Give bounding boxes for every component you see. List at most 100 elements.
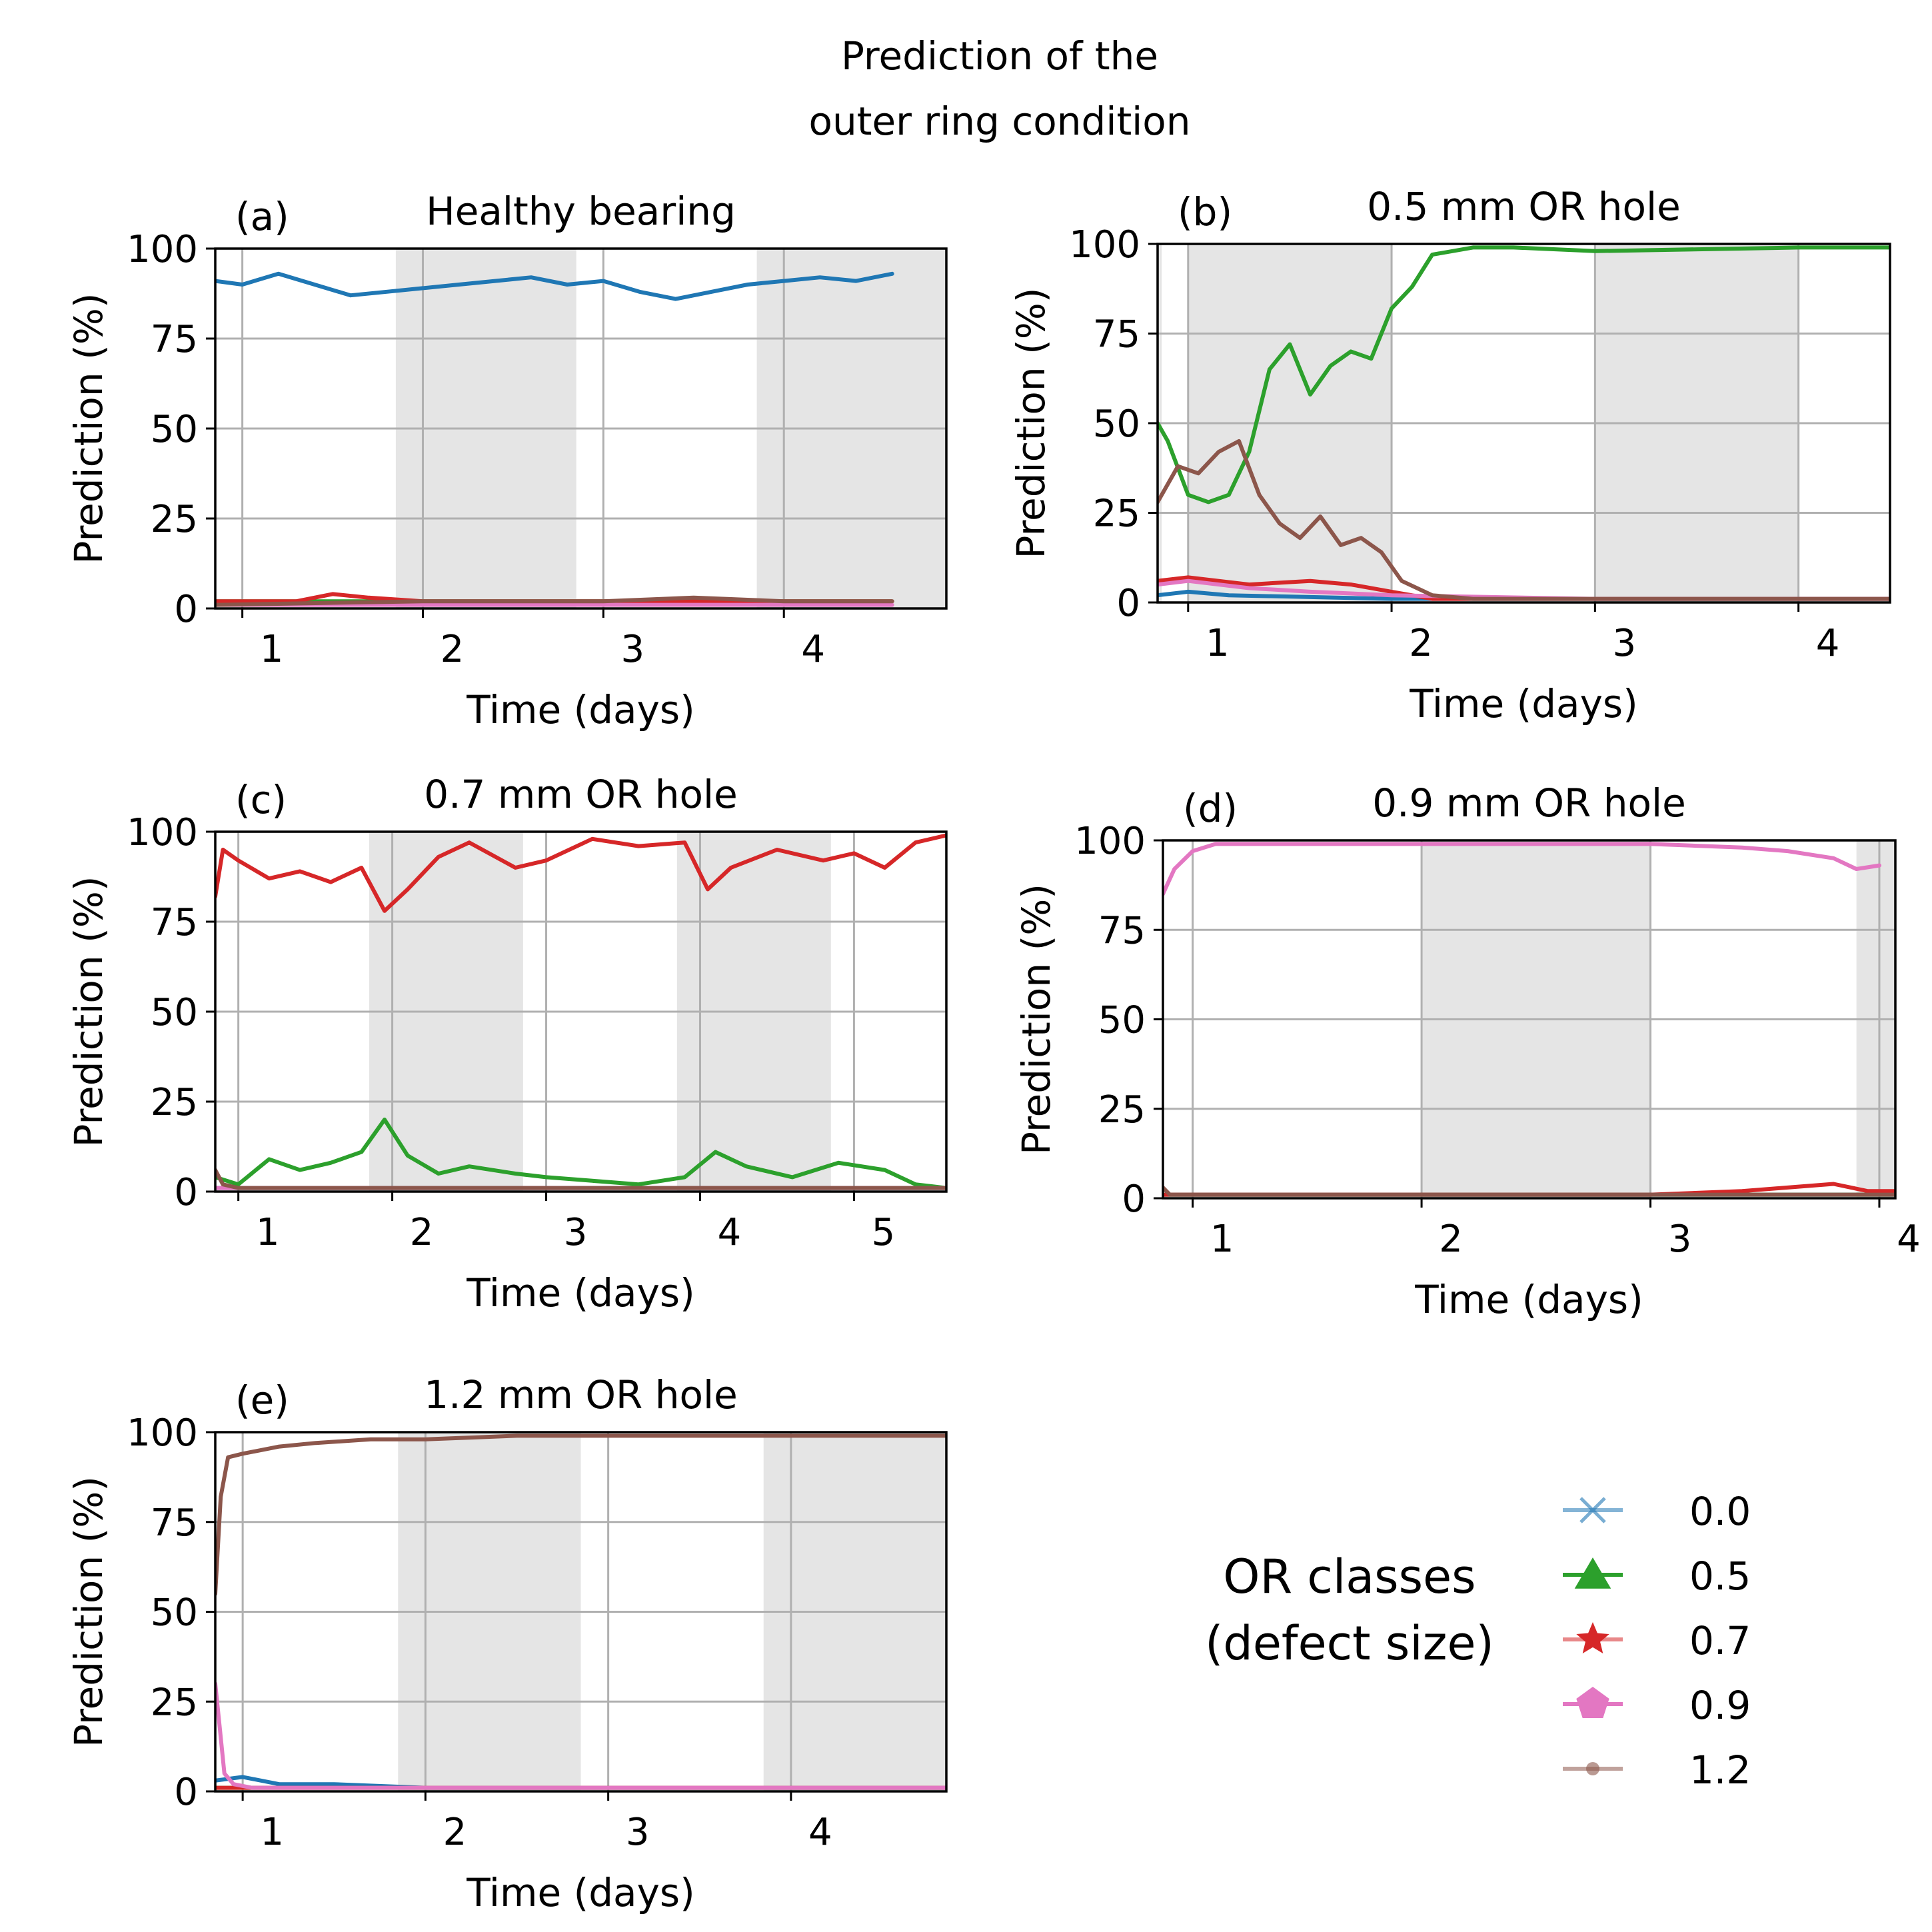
y-tick-label: 0 bbox=[174, 1171, 198, 1214]
series-line-0-0 bbox=[215, 271, 894, 301]
y-axis-label: Prediction (%) bbox=[66, 1476, 111, 1747]
x-icon bbox=[1579, 1497, 1606, 1523]
triangle-icon bbox=[1574, 1557, 1611, 1589]
y-tick-label: 50 bbox=[151, 991, 198, 1034]
x-axis-label: Time (days) bbox=[466, 1270, 695, 1316]
y-axis-label: Prediction (%) bbox=[66, 293, 111, 564]
x-axis-label: Time (days) bbox=[466, 1870, 695, 1915]
panel-title: Healthy bearing bbox=[426, 189, 736, 234]
x-tick-label: 1 bbox=[1210, 1218, 1234, 1261]
y-tick-label: 75 bbox=[151, 1501, 198, 1545]
x-tick-label: 1 bbox=[260, 1811, 284, 1854]
legend-entry-1-2: 1.2 bbox=[1563, 1747, 1751, 1793]
y-tick-label: 25 bbox=[151, 1681, 198, 1724]
y-tick-label: 25 bbox=[1093, 492, 1140, 536]
y-tick-label: 100 bbox=[1074, 820, 1146, 863]
y-tick-label: 100 bbox=[127, 1412, 198, 1455]
y-tick-label: 25 bbox=[1098, 1088, 1146, 1132]
panel-title: 0.7 mm OR hole bbox=[424, 772, 738, 817]
x-tick-label: 1 bbox=[260, 628, 284, 671]
star-icon bbox=[1576, 1622, 1609, 1653]
series-line-1-2 bbox=[1163, 1185, 1895, 1197]
x-tick-label: 3 bbox=[621, 628, 645, 671]
panel-a: 1 2 3 4 0 25 50 75 100 Time (days) Prediction (%) (… bbox=[66, 189, 948, 732]
panel-letter: (d) bbox=[1183, 786, 1238, 831]
panel-title: 0.9 mm OR hole bbox=[1372, 780, 1686, 826]
y-tick-label: 75 bbox=[151, 318, 198, 361]
y-tick-label: 0 bbox=[1122, 1178, 1146, 1221]
legend-entry-0-5: 0.5 bbox=[1563, 1553, 1751, 1599]
x-tick-label: 1 bbox=[256, 1211, 280, 1254]
panel-letter: (a) bbox=[235, 194, 289, 239]
y-tick-label: 0 bbox=[174, 1771, 198, 1814]
x-tick-label: 2 bbox=[1409, 622, 1433, 665]
y-tick-label: 25 bbox=[151, 498, 198, 541]
panel-e: 1 2 3 4 0 25 50 75 100 Time (days) Prediction (%) (… bbox=[66, 1372, 948, 1915]
y-tick-label: 100 bbox=[127, 811, 198, 854]
x-tick-label: 4 bbox=[718, 1211, 742, 1254]
suptitle-line-1: Prediction of the bbox=[841, 33, 1158, 79]
x-tick-label: 3 bbox=[564, 1211, 588, 1254]
series-line-0-5 bbox=[1158, 245, 1890, 504]
x-tick-label: 4 bbox=[1816, 622, 1840, 665]
x-axis-label: Time (days) bbox=[1414, 1277, 1643, 1322]
series-line-0-9 bbox=[1163, 842, 1881, 896]
y-tick-label: 25 bbox=[151, 1081, 198, 1124]
y-tick-label: 75 bbox=[1098, 909, 1146, 952]
x-tick-label: 2 bbox=[1439, 1218, 1463, 1261]
x-tick-label: 2 bbox=[441, 628, 465, 671]
legend-label: 0.5 bbox=[1689, 1553, 1751, 1599]
y-tick-label: 100 bbox=[127, 228, 198, 271]
panel-letter: (e) bbox=[235, 1378, 289, 1423]
legend-label: 0.0 bbox=[1689, 1489, 1751, 1534]
series-line-0-9 bbox=[215, 1681, 946, 1790]
legend: OR classes (defect size) 0.0 0.5 0.7 0.9 1.2 bbox=[1205, 1489, 1751, 1793]
x-tick-label: 4 bbox=[801, 628, 825, 671]
x-tick-label: 2 bbox=[410, 1211, 434, 1254]
series-line-1-2 bbox=[1158, 439, 1890, 601]
figure-suptitle: Prediction of the outer ring condition bbox=[808, 33, 1190, 144]
legend-entry-0-0: 0.0 bbox=[1563, 1489, 1751, 1534]
legend-label: 0.9 bbox=[1689, 1683, 1751, 1728]
series-line-0-7 bbox=[215, 833, 946, 913]
legend-title-line-1: OR classes bbox=[1223, 1549, 1475, 1604]
panel-d: 1 2 3 4 0 25 50 75 100 Time (days) Prediction (%) (… bbox=[1014, 780, 1921, 1322]
pentagon-icon bbox=[1576, 1687, 1609, 1718]
x-tick-label: 1 bbox=[1206, 622, 1230, 665]
y-tick-label: 0 bbox=[1116, 582, 1140, 625]
series-line-1-2 bbox=[215, 595, 894, 607]
y-tick-label: 75 bbox=[151, 901, 198, 944]
series-line-1-2 bbox=[215, 1168, 946, 1190]
y-tick-label: 0 bbox=[174, 588, 198, 631]
y-axis-label: Prediction (%) bbox=[1014, 884, 1059, 1155]
y-tick-label: 100 bbox=[1069, 223, 1140, 267]
panel-letter: (c) bbox=[235, 777, 287, 822]
y-tick-label: 50 bbox=[1093, 403, 1140, 446]
y-tick-label: 50 bbox=[1098, 999, 1146, 1042]
y-tick-label: 50 bbox=[151, 408, 198, 451]
panel-letter: (b) bbox=[1178, 189, 1232, 235]
suptitle-line-2: outer ring condition bbox=[808, 99, 1190, 144]
x-axis-label: Time (days) bbox=[1409, 681, 1638, 726]
y-tick-label: 50 bbox=[151, 1591, 198, 1635]
x-tick-label: 4 bbox=[808, 1811, 832, 1854]
x-tick-label: 5 bbox=[872, 1211, 896, 1254]
series-line-0-5 bbox=[215, 1118, 946, 1190]
x-tick-label: 3 bbox=[626, 1811, 650, 1854]
x-tick-label: 3 bbox=[1668, 1218, 1692, 1261]
panel-title: 1.2 mm OR hole bbox=[424, 1372, 738, 1418]
dot-icon bbox=[1586, 1762, 1599, 1775]
panel-b: 1 2 3 4 0 25 50 75 100 Time (days) Prediction (%) (… bbox=[1008, 184, 1891, 726]
x-tick-label: 3 bbox=[1613, 622, 1637, 665]
legend-entry-0-7: 0.7 bbox=[1563, 1618, 1751, 1663]
y-tick-label: 75 bbox=[1093, 313, 1140, 357]
legend-entry-0-9: 0.9 bbox=[1563, 1683, 1751, 1728]
x-axis-label: Time (days) bbox=[466, 687, 695, 732]
series-line-1-2 bbox=[215, 1434, 946, 1596]
y-axis-label: Prediction (%) bbox=[66, 876, 111, 1148]
x-tick-label: 2 bbox=[443, 1811, 467, 1854]
legend-title-line-2: (defect size) bbox=[1205, 1616, 1494, 1671]
x-tick-label: 4 bbox=[1897, 1218, 1921, 1261]
